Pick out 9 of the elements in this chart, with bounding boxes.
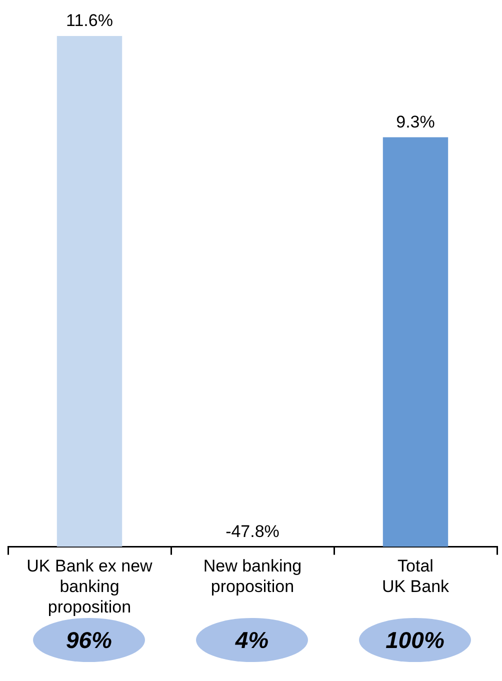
x-tick-label: New banking proposition — [203, 556, 302, 596]
data-label: 11.6% — [66, 11, 113, 30]
data-label: 9.3% — [396, 112, 435, 132]
text: -47.8% — [226, 522, 280, 541]
oval-badge: 4% — [196, 618, 308, 662]
x-tick-label: Total UK Bank — [382, 556, 450, 596]
x-tick-label: UK Bank ex new banking proposition — [26, 556, 154, 616]
oval-badge: 100% — [359, 618, 471, 662]
oval-badge: 96% — [33, 618, 145, 662]
